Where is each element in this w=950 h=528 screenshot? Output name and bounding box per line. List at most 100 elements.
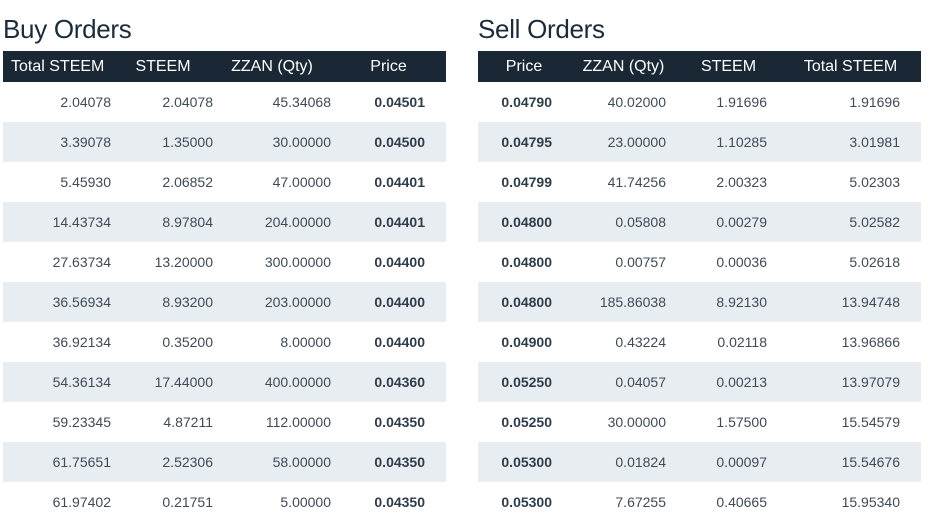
- zzan-qty-cell: 300.00000: [264, 254, 331, 270]
- price-cell: 0.05300: [501, 454, 552, 470]
- buy-order-row[interactable]: 36.56934 8.93200 203.00000 0.04400: [3, 282, 446, 322]
- buy-orders-body: 2.04078 2.04078 45.34068 0.04501 3.39078 1.35…: [3, 82, 446, 522]
- total-steem-cell: 27.63734: [52, 254, 111, 270]
- zzan-qty-cell: 0.01824: [615, 454, 666, 470]
- steem-cell: 8.92130: [716, 294, 767, 310]
- total-steem-cell: 15.54579: [841, 414, 900, 430]
- steem-cell: 8.97804: [162, 214, 213, 230]
- zzan-qty-cell: 30.00000: [272, 134, 331, 150]
- buy-order-row[interactable]: 36.92134 0.35200 8.00000 0.04400: [3, 322, 446, 362]
- column-header-steem[interactable]: STEEM: [135, 57, 191, 75]
- steem-cell: 0.40665: [716, 494, 767, 510]
- price-cell: 0.04400: [374, 334, 425, 350]
- buy-order-row[interactable]: 14.43734 8.97804 204.00000 0.04401: [3, 202, 446, 242]
- column-header-total-steem[interactable]: Total STEEM: [803, 57, 898, 75]
- steem-cell: 2.06852: [162, 174, 213, 190]
- total-steem-cell: 13.94748: [841, 294, 900, 310]
- price-cell: 0.04501: [374, 94, 425, 110]
- buy-orders-panel: Buy Orders Total STEEM STEEM ZZAN (Qty) …: [3, 0, 446, 522]
- total-steem-cell: 15.54676: [841, 454, 900, 470]
- steem-cell: 13.20000: [154, 254, 213, 270]
- total-steem-cell: 2.04078: [60, 94, 111, 110]
- total-steem-cell: 36.92134: [52, 334, 111, 350]
- steem-cell: 0.02118: [717, 334, 767, 350]
- buy-order-row[interactable]: 59.23345 4.87211 112.00000 0.04350: [3, 402, 446, 442]
- steem-cell: 2.04078: [162, 94, 213, 110]
- sell-order-row[interactable]: 0.04900 0.43224 0.02118 13.96866: [478, 322, 921, 362]
- steem-cell: 4.87211: [163, 414, 213, 430]
- price-cell: 0.05250: [501, 374, 552, 390]
- column-header-zzan-qty[interactable]: ZZAN (Qty): [582, 57, 665, 75]
- sell-order-row[interactable]: 0.04795 23.00000 1.10285 3.01981: [478, 122, 921, 162]
- steem-cell: 0.35200: [162, 334, 213, 350]
- sell-order-row[interactable]: 0.04800 185.86038 8.92130 13.94748: [478, 282, 921, 322]
- zzan-qty-cell: 45.34068: [272, 94, 331, 110]
- sell-order-row[interactable]: 0.05300 7.67255 0.40665 15.95340: [478, 482, 921, 522]
- sell-orders-panel: Sell Orders Price ZZAN (Qty) STEEM Total…: [478, 0, 921, 522]
- sell-order-row[interactable]: 0.04799 41.74256 2.00323 5.02303: [478, 162, 921, 202]
- sell-order-row[interactable]: 0.05300 0.01824 0.00097 15.54676: [478, 442, 921, 482]
- sell-order-row[interactable]: 0.05250 30.00000 1.57500 15.54579: [478, 402, 921, 442]
- price-cell: 0.04800: [501, 254, 552, 270]
- steem-cell: 8.93200: [162, 294, 213, 310]
- price-cell: 0.04400: [374, 254, 425, 270]
- buy-orders-title: Buy Orders: [3, 14, 132, 44]
- total-steem-cell: 61.75651: [52, 454, 111, 470]
- total-steem-cell: 5.45930: [60, 174, 111, 190]
- total-steem-cell: 36.56934: [52, 294, 111, 310]
- zzan-qty-cell: 0.43224: [615, 334, 666, 350]
- zzan-qty-cell: 40.02000: [607, 94, 666, 110]
- total-steem-cell: 15.95340: [841, 494, 900, 510]
- total-steem-cell: 1.91696: [849, 94, 900, 110]
- price-cell: 0.05250: [501, 414, 552, 430]
- sell-order-row[interactable]: 0.04800 0.00757 0.00036 5.02618: [478, 242, 921, 282]
- total-steem-cell: 14.43734: [52, 214, 111, 230]
- sell-orders-body: 0.04790 40.02000 1.91696 1.91696 0.04795 23.0…: [478, 82, 921, 522]
- buy-order-row[interactable]: 27.63734 13.20000 300.00000 0.04400: [3, 242, 446, 282]
- zzan-qty-cell: 8.00000: [280, 334, 331, 350]
- steem-cell: 1.57500: [716, 414, 767, 430]
- price-cell: 0.04350: [374, 414, 425, 430]
- buy-order-row[interactable]: 54.36134 17.44000 400.00000 0.04360: [3, 362, 446, 402]
- sell-orders-title: Sell Orders: [478, 14, 605, 44]
- sell-order-row[interactable]: 0.04800 0.05808 0.00279 5.02582: [478, 202, 921, 242]
- price-cell: 0.04400: [374, 294, 425, 310]
- total-steem-cell: 5.02618: [849, 254, 900, 270]
- price-cell: 0.04401: [374, 214, 425, 230]
- column-header-total-steem[interactable]: Total STEEM: [11, 57, 105, 75]
- sell-order-row[interactable]: 0.05250 0.04057 0.00213 13.97079: [478, 362, 921, 402]
- column-header-price[interactable]: Price: [370, 57, 407, 75]
- column-header-price[interactable]: Price: [505, 57, 543, 75]
- zzan-qty-cell: 30.00000: [607, 414, 666, 430]
- steem-cell: 0.00213: [716, 374, 767, 390]
- sell-order-row[interactable]: 0.04790 40.02000 1.91696 1.91696: [478, 82, 921, 122]
- total-steem-cell: 59.23345: [52, 414, 111, 430]
- zzan-qty-cell: 58.00000: [272, 454, 331, 470]
- zzan-qty-cell: 203.00000: [264, 294, 331, 310]
- steem-cell: 17.44000: [154, 374, 213, 390]
- buy-order-row[interactable]: 3.39078 1.35000 30.00000 0.04500: [3, 122, 446, 162]
- buy-order-row[interactable]: 2.04078 2.04078 45.34068 0.04501: [3, 82, 446, 122]
- price-cell: 0.04360: [374, 374, 425, 390]
- steem-cell: 1.91696: [716, 94, 767, 110]
- buy-order-row[interactable]: 61.75651 2.52306 58.00000 0.04350: [3, 442, 446, 482]
- column-header-steem[interactable]: STEEM: [700, 57, 757, 75]
- steem-cell: 0.00097: [716, 454, 767, 470]
- total-steem-cell: 61.97402: [52, 494, 111, 510]
- price-cell: 0.04401: [374, 174, 425, 190]
- price-cell: 0.04350: [374, 494, 425, 510]
- zzan-qty-cell: 0.05808: [615, 214, 666, 230]
- total-steem-cell: 5.02582: [849, 214, 900, 230]
- sell-orders-header-row: Price ZZAN (Qty) STEEM Total STEEM: [478, 51, 921, 82]
- zzan-qty-cell: 185.86038: [599, 294, 666, 310]
- total-steem-cell: 13.96866: [841, 334, 900, 350]
- buy-order-row[interactable]: 61.97402 0.21751 5.00000 0.04350: [3, 482, 446, 522]
- zzan-qty-cell: 0.04057: [615, 374, 666, 390]
- buy-order-row[interactable]: 5.45930 2.06852 47.00000 0.04401: [3, 162, 446, 202]
- column-header-zzan-qty[interactable]: ZZAN (Qty): [231, 57, 313, 75]
- steem-cell: 2.52306: [162, 454, 213, 470]
- zzan-qty-cell: 5.00000: [280, 494, 331, 510]
- steem-cell: 2.00323: [716, 174, 767, 190]
- zzan-qty-cell: 23.00000: [607, 134, 666, 150]
- zzan-qty-cell: 400.00000: [264, 374, 331, 390]
